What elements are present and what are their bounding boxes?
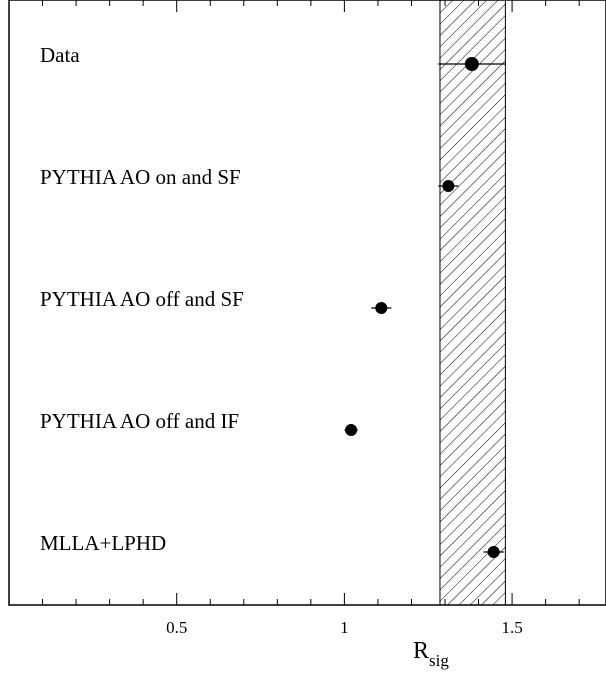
row-label: PYTHIA AO off and IF xyxy=(40,409,239,433)
x-tick-label: 1 xyxy=(340,618,349,637)
data-point xyxy=(487,546,500,558)
data-point xyxy=(345,424,358,436)
row-label: PYTHIA AO off and SF xyxy=(40,287,244,311)
plot-frame xyxy=(8,0,606,606)
x-tick-label: 1.5 xyxy=(501,618,522,637)
row-label: PYTHIA AO on and SF xyxy=(40,165,241,189)
data-point xyxy=(442,180,455,192)
data-point xyxy=(464,57,479,71)
data-point xyxy=(375,302,388,314)
x-tick-label: 0.5 xyxy=(166,618,187,637)
x-axis-label: Rsig xyxy=(413,638,449,670)
hatched-band xyxy=(439,0,506,606)
row-label: MLLA+LPHD xyxy=(40,531,166,555)
row-label: Data xyxy=(40,43,80,67)
